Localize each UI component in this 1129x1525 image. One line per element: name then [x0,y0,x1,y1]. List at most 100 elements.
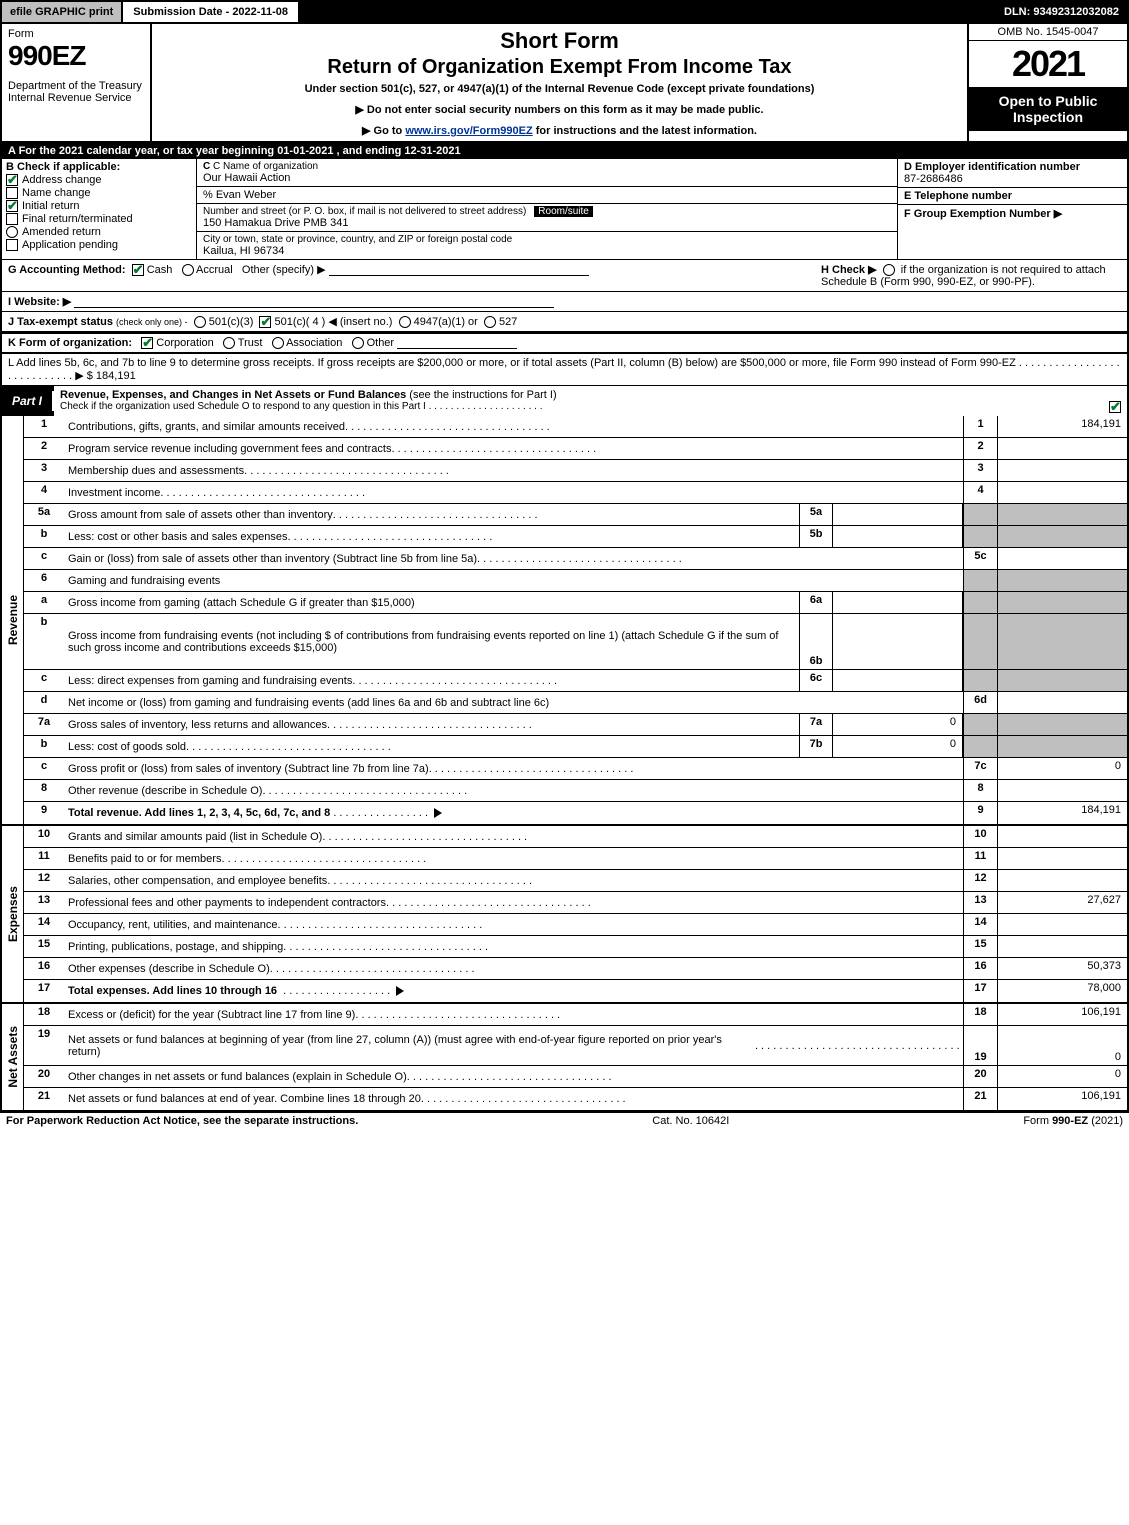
room-suite-label: Room/suite [534,206,593,217]
line-20: 20Other changes in net assets or fund ba… [24,1066,1127,1088]
title-short-form: Short Form [160,28,959,54]
irs-link[interactable]: www.irs.gov/Form990EZ [405,125,532,137]
org-name-row: C C Name of organization Our Hawaii Acti… [197,159,897,187]
other-org-input[interactable] [397,337,517,349]
radio-icon[interactable] [182,264,194,276]
line-7c: cGross profit or (loss) from sales of in… [24,758,1127,780]
radio-icon[interactable] [399,316,411,328]
radio-icon[interactable] [194,316,206,328]
chk-initial-return[interactable]: Initial return [6,200,192,212]
revenue-lines: 1Contributions, gifts, grants, and simil… [24,416,1127,824]
other-specify-input[interactable] [329,264,589,276]
arrow-icon [396,986,404,996]
row-k: K Form of organization: Corporation Trus… [2,332,1127,353]
city-label: City or town, state or province, country… [203,234,512,245]
chk-amended-return[interactable]: Amended return [6,226,192,238]
line-14: 14Occupancy, rent, utilities, and mainte… [24,914,1127,936]
header-middle: Short Form Return of Organization Exempt… [152,24,967,141]
box-d: D Employer identification number 87-2686… [898,159,1127,188]
box-f: F Group Exemption Number ▶ [898,205,1127,259]
row-a-tax-year: A For the 2021 calendar year, or tax yea… [0,143,1129,159]
line-5b: bLess: cost or other basis and sales exp… [24,526,1127,548]
chk-final-return[interactable]: Final return/terminated [6,213,192,225]
part-i-tag: Part I [2,391,54,411]
netassets-lines: 18Excess or (deficit) for the year (Subt… [24,1004,1127,1110]
row-j: J Tax-exempt status (check only one) - 5… [2,312,1127,332]
line-11: 11Benefits paid to or for members11 [24,848,1127,870]
title-return: Return of Organization Exempt From Incom… [160,56,959,79]
checkbox-icon [6,174,18,186]
checkbox-icon [6,239,18,251]
form-number: 990EZ [8,40,144,72]
expenses-side-label: Expenses [2,826,24,1002]
note-link-pre: ▶ Go to [362,125,405,137]
arrow-icon [434,808,442,818]
revenue-side-label: Revenue [2,416,24,824]
line-19: 19Net assets or fund balances at beginni… [24,1026,1127,1066]
line-10: 10Grants and similar amounts paid (list … [24,826,1127,848]
row-g: G Accounting Method: Cash Accrual Other … [8,263,821,288]
line-1: 1Contributions, gifts, grants, and simil… [24,416,1127,438]
tax-year: 2021 [969,41,1127,87]
chk-address-change[interactable]: Address change [6,174,192,186]
line-5c: cGain or (loss) from sale of assets othe… [24,548,1127,570]
checkbox-icon[interactable] [132,264,144,276]
part-i-check-line: Check if the organization used Schedule … [60,401,1121,412]
line-6b: bGross income from fundraising events (n… [24,614,1127,670]
checkbox-icon[interactable] [141,337,153,349]
netassets-side-label: Net Assets [2,1004,24,1110]
radio-icon[interactable] [484,316,496,328]
note-link-post: for instructions and the latest informat… [533,125,757,137]
subtitle: Under section 501(c), 527, or 4947(a)(1)… [160,83,959,95]
line-21: 21Net assets or fund balances at end of … [24,1088,1127,1110]
chk-name-change[interactable]: Name change [6,187,192,199]
revenue-table: Revenue 1Contributions, gifts, grants, a… [0,416,1129,826]
form-label: Form [8,28,144,40]
line-6c: cLess: direct expenses from gaming and f… [24,670,1127,692]
website-input[interactable] [74,296,554,308]
part-i-header: Part I Revenue, Expenses, and Changes in… [0,386,1129,416]
header-left: Form 990EZ Department of the Treasury In… [2,24,152,141]
row-i: I Website: ▶ [2,292,1127,312]
street-row: Number and street (or P. O. box, if mail… [197,204,897,232]
expenses-lines: 10Grants and similar amounts paid (list … [24,826,1127,1002]
form-header: Form 990EZ Department of the Treasury In… [0,24,1129,143]
efile-print-button[interactable]: efile GRAPHIC print [2,2,123,22]
radio-icon[interactable] [883,264,895,276]
checkbox-icon[interactable] [259,316,271,328]
rows-ghij: G Accounting Method: Cash Accrual Other … [0,260,1129,332]
line-13: 13Professional fees and other payments t… [24,892,1127,914]
org-name-value: Our Hawaii Action [203,172,290,184]
line-17: 17Total expenses. Add lines 10 through 1… [24,980,1127,1002]
line-4: 4Investment income4 [24,482,1127,504]
radio-icon[interactable] [272,337,284,349]
checkbox-icon[interactable] [1109,401,1121,413]
note-link: ▶ Go to www.irs.gov/Form990EZ for instru… [160,124,959,137]
footer-left: For Paperwork Reduction Act Notice, see … [6,1115,358,1127]
line-2: 2Program service revenue including gover… [24,438,1127,460]
line-6: 6Gaming and fundraising events [24,570,1127,592]
checkbox-icon [6,200,18,212]
footer-cat-no: Cat. No. 10642I [358,1115,1023,1127]
line-15: 15Printing, publications, postage, and s… [24,936,1127,958]
line-18: 18Excess or (deficit) for the year (Subt… [24,1004,1127,1026]
netassets-table: Net Assets 18Excess or (deficit) for the… [0,1004,1129,1112]
radio-icon[interactable] [352,337,364,349]
city-row: City or town, state or province, country… [197,232,897,259]
expenses-table: Expenses 10Grants and similar amounts pa… [0,826,1129,1004]
radio-icon [6,226,18,238]
radio-icon[interactable] [223,337,235,349]
line-8: 8Other revenue (describe in Schedule O)8 [24,780,1127,802]
line-6a: aGross income from gaming (attach Schedu… [24,592,1127,614]
identity-grid: B Check if applicable: Address change Na… [0,159,1129,260]
header-right: OMB No. 1545-0047 2021 Open to Public In… [967,24,1127,141]
line-5a: 5aGross amount from sale of assets other… [24,504,1127,526]
street-value: 150 Hamakua Drive PMB 341 [203,217,349,229]
box-c: C C Name of organization Our Hawaii Acti… [197,159,897,259]
line-3: 3Membership dues and assessments3 [24,460,1127,482]
ein-value: 87-2686486 [904,173,963,185]
row-h: H Check ▶ if the organization is not req… [821,263,1121,288]
chk-application-pending[interactable]: Application pending [6,239,192,251]
street-label: Number and street (or P. O. box, if mail… [203,206,593,217]
top-bar: efile GRAPHIC print Submission Date - 20… [0,0,1129,24]
